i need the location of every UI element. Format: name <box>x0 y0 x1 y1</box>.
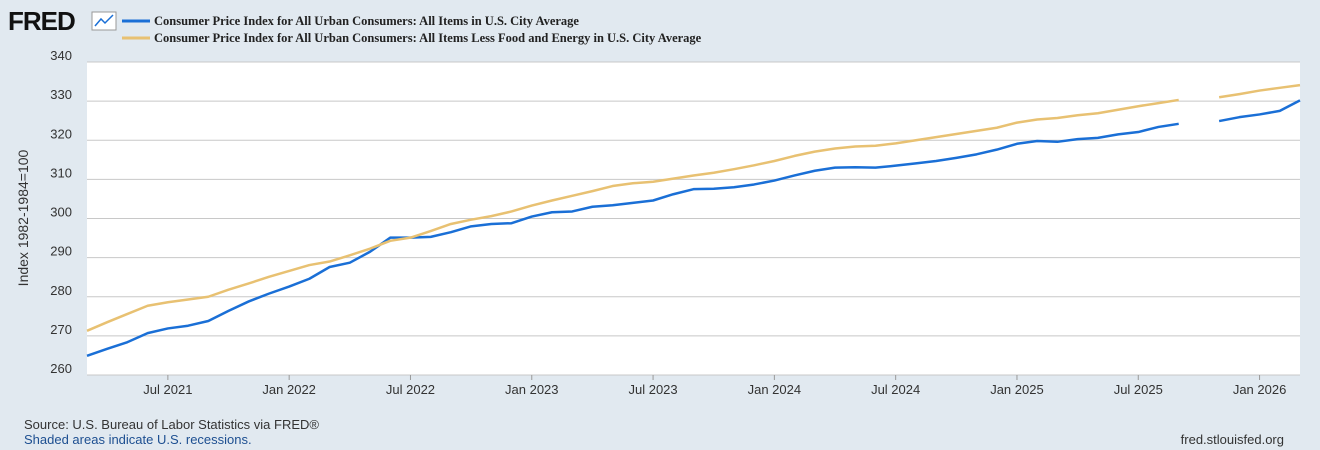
series-line <box>86 99 1301 358</box>
y-tick-label: 330 <box>50 87 72 102</box>
x-tick-label: Jul 2023 <box>628 382 677 397</box>
y-tick-label: 260 <box>50 361 72 376</box>
y-tick-label: 270 <box>50 322 72 337</box>
y-tick-label: 290 <box>50 244 72 259</box>
y-tick-label: 300 <box>50 205 72 220</box>
legend-label: Consumer Price Index for All Urban Consu… <box>154 14 579 28</box>
legend-label: Consumer Price Index for All Urban Consu… <box>154 31 702 45</box>
y-tick-label: 310 <box>50 165 72 180</box>
x-tick-label: Jul 2021 <box>143 382 192 397</box>
x-tick-label: Jan 2026 <box>1233 382 1287 397</box>
y-tick-label: 280 <box>50 283 72 298</box>
source: Source: U.S. Bureau of Labor Statistics … <box>24 417 319 432</box>
series-line <box>86 83 1301 332</box>
x-tick-label: Jan 2022 <box>262 382 316 397</box>
y-axis-label: Index 1982-1984=100 <box>15 149 31 286</box>
y-tick-label: 340 <box>50 48 72 63</box>
note[interactable]: Shaded areas indicate U.S. recessions. <box>24 432 252 447</box>
x-tick-label: Jul 2024 <box>871 382 920 397</box>
x-tick-label: Jul 2025 <box>1114 382 1163 397</box>
x-tick-label: Jul 2022 <box>386 382 435 397</box>
logo-icon <box>94 14 114 27</box>
brand-logo[interactable]: FRED <box>8 6 76 36</box>
x-tick-label: Jan 2025 <box>990 382 1044 397</box>
x-tick-label: Jan 2023 <box>505 382 559 397</box>
x-tick-label: Jan 2024 <box>748 382 802 397</box>
site[interactable]: fred.stlouisfed.org <box>1181 432 1284 447</box>
y-tick-label: 320 <box>50 126 72 141</box>
